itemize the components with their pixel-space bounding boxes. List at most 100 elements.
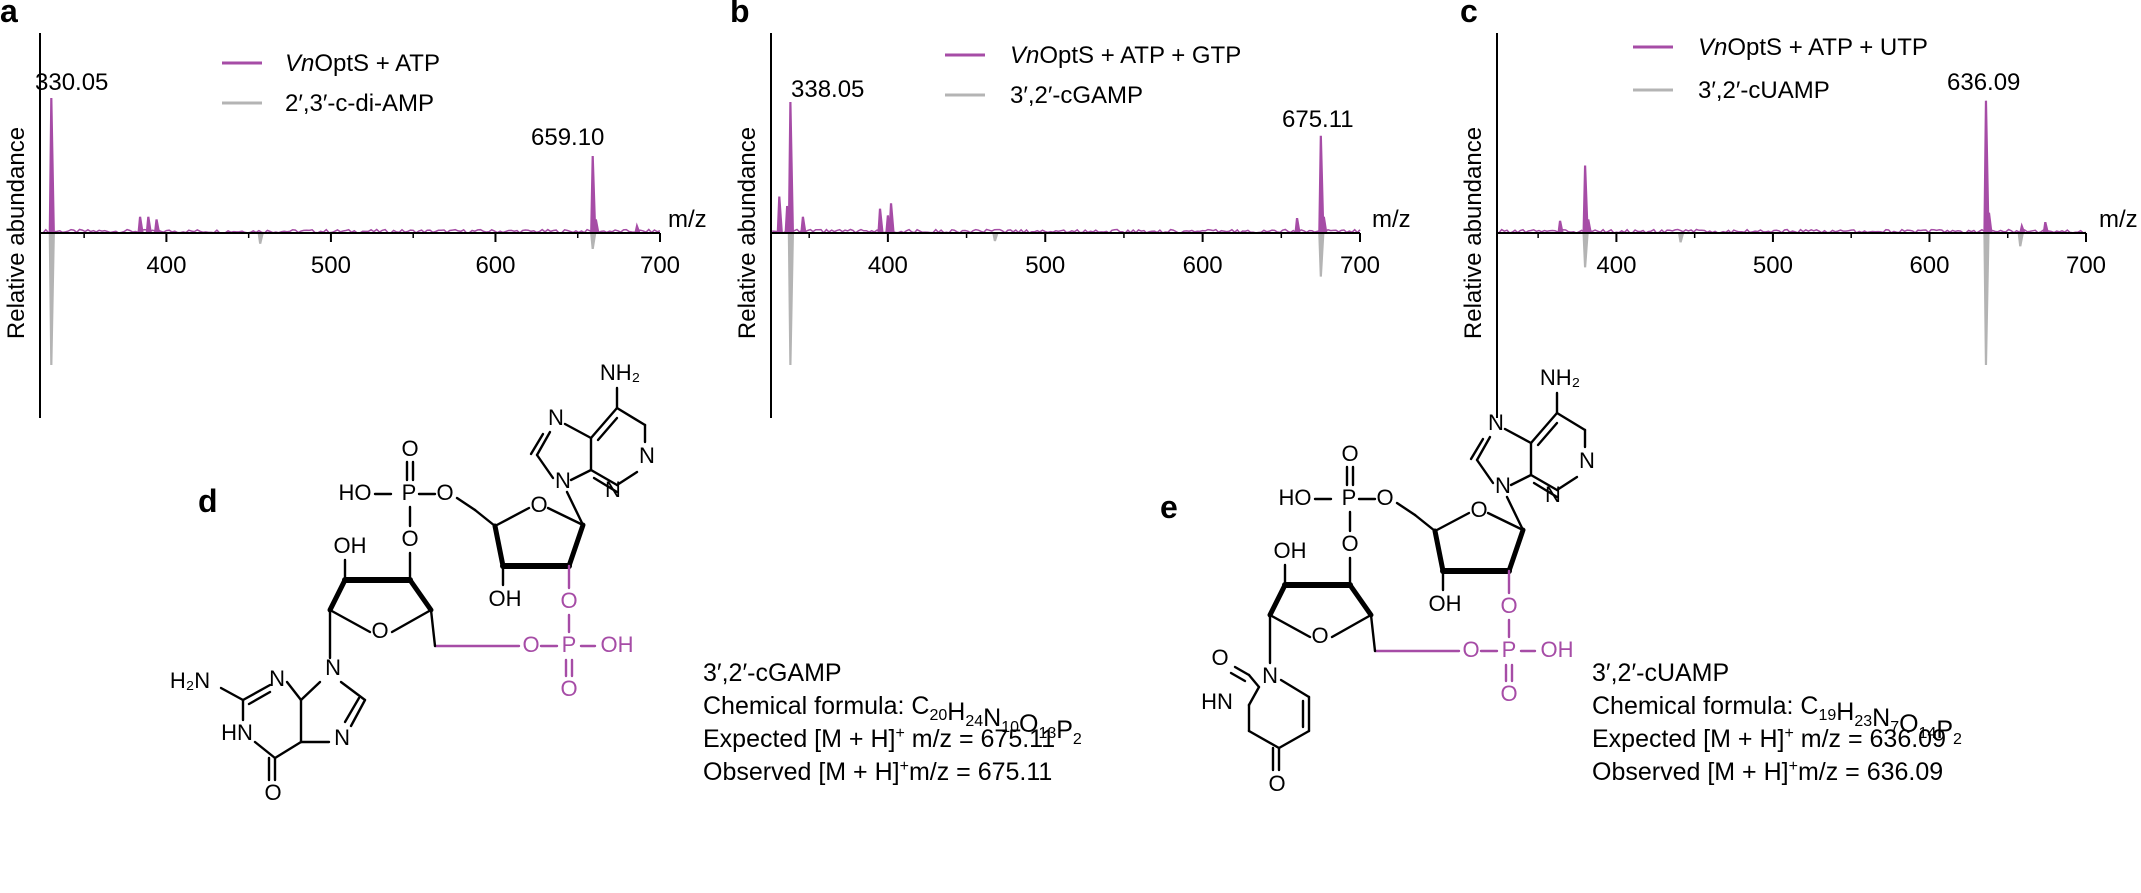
sample-peak-3 <box>800 216 807 234</box>
ura-bond-4 <box>1247 729 1281 750</box>
adenine-bond-6b <box>596 416 619 442</box>
c5-bond <box>473 508 497 528</box>
guanine-nh-label: HN <box>221 720 253 745</box>
p2-o-label: O <box>560 676 577 701</box>
sample-peak-2 <box>787 102 794 234</box>
y-axis-label: Relative abundance <box>3 127 30 339</box>
standard-peak-1 <box>992 232 999 242</box>
standard-peak-0 <box>1582 232 1589 268</box>
p2-o5-label: O <box>1462 637 1479 662</box>
legend-entry-sample: VnOptS + ATP <box>285 50 440 77</box>
adenine-n7-label: N <box>1488 410 1504 435</box>
ribose1-o-label: O <box>1470 497 1487 522</box>
imidazole-bond-1 <box>1503 427 1533 445</box>
ura-bond-6 <box>1247 685 1261 707</box>
gua-bond-1 <box>339 680 367 702</box>
legend: VnOptS + ATP + GTP 3′,2′-cGAMP <box>945 42 1241 109</box>
x-tick-label-500: 500 <box>1753 252 1793 279</box>
adenine-nh2-label: NH₂ <box>1540 365 1580 390</box>
adenine-bond-6 <box>589 406 619 440</box>
legend-entry-standard: 3′,2′-cUAMP <box>1698 77 1830 104</box>
adenine-n1-label: N <box>639 443 655 468</box>
panel-label-a: a <box>0 0 18 29</box>
sample-peak-6 <box>634 222 641 234</box>
info-cgamp-observed: Observed [M + H]+m/z = 675.11 <box>703 758 1052 786</box>
ribose1-oh-label: OH <box>1429 591 1462 616</box>
guanine-n3-label: N <box>269 666 285 691</box>
guanine-n7-label: N <box>334 725 350 750</box>
adenine-bond-3 <box>1555 475 1579 492</box>
sample-peak-4 <box>590 156 597 234</box>
panel-label-c: c <box>1460 0 1478 29</box>
spectrum-b: Relative abundance 400 500 600 700 m/z 338.05 6… <box>734 33 1411 418</box>
adenine-bond-1 <box>1555 411 1587 432</box>
ribose1-bond-1 <box>546 506 585 527</box>
gua-bond-9 <box>241 683 272 702</box>
sample-peak-3 <box>1983 100 1990 234</box>
sample-peak-8 <box>1318 135 1325 234</box>
p2-oh-label: OH <box>1541 637 1574 662</box>
standard-peak-3 <box>2017 232 2024 247</box>
gua-bond-5 <box>299 680 322 702</box>
ribose2-oh-label: OH <box>334 533 367 558</box>
o-c4b-bond <box>1330 613 1373 639</box>
standard-peak-0 <box>787 232 794 366</box>
x-axis-label: m/z <box>668 206 707 233</box>
gua-bond-9b <box>247 690 272 706</box>
sample-peak-0 <box>48 97 55 234</box>
info-cuamp-expected: Expected [M + H]+ m/z = 636.09 <box>1592 725 1946 753</box>
p1-ho-label: HO <box>339 480 372 505</box>
x-tick-label-500: 500 <box>311 252 351 279</box>
ribose1-bond-1 <box>1486 511 1525 532</box>
adenine-bond-3 <box>615 470 639 487</box>
ribose1-bond-5 <box>1506 527 1526 574</box>
c5-bond <box>1413 513 1437 533</box>
x-tick-label-700: 700 <box>2066 252 2106 279</box>
imidazole-bond-3 <box>1475 458 1495 485</box>
c2b-c1b-bond <box>1267 582 1288 618</box>
o5-bond <box>1395 501 1417 517</box>
o2-label: O <box>560 588 577 613</box>
adenine-n3-label: N <box>605 477 621 502</box>
standard-peak-2 <box>1318 232 1325 277</box>
spectrum-c: Relative abundance 400 500 600 700 m/z 636.09 V… <box>1460 33 2138 418</box>
p2-o5-label: O <box>522 632 539 657</box>
c1b-o-bond <box>1268 613 1312 639</box>
o5-bond <box>455 496 477 512</box>
gua-amino-bond <box>219 686 245 702</box>
imidazole-bond-4 <box>569 468 593 482</box>
y-axis-label: Relative abundance <box>1460 127 1487 339</box>
adenine-bond-6b <box>1536 421 1559 447</box>
x-tick-label-600: 600 <box>475 252 515 279</box>
ribose1-oh-label: OH <box>489 586 522 611</box>
o3-label: O <box>401 526 418 551</box>
adenine-n9-label: N <box>1495 473 1511 498</box>
ribose1-bond-5 <box>566 522 586 569</box>
p1-ho-label: HO <box>1279 485 1312 510</box>
ura-bond-8 <box>1247 673 1261 689</box>
sample-peak-1 <box>1582 165 1589 234</box>
adenine-bond-4b <box>1532 481 1559 499</box>
legend-entry-sample: VnOptS + ATP + UTP <box>1698 34 1928 61</box>
sample-peak-3 <box>153 219 161 234</box>
uracil-o2-label: O <box>1211 645 1228 670</box>
ura-c2o-bond-b <box>1229 671 1247 683</box>
x-axis-label: m/z <box>2099 206 2138 233</box>
p2-o-label: O <box>1500 681 1517 706</box>
ribose1-bond-2 <box>1433 511 1471 533</box>
sample-peak-5 <box>2019 222 2026 234</box>
info-cgamp: 3′,2′-cGAMP Chemical formula: C20H24N10O1… <box>703 659 1082 786</box>
gua-bond-2b <box>343 696 361 724</box>
c1b-o-bond <box>328 608 372 634</box>
ura-bond-3 <box>1277 729 1311 750</box>
ribose2-oh-label: OH <box>1274 538 1307 563</box>
x-tick-label-500: 500 <box>1025 252 1065 279</box>
guanine-o-label: O <box>264 780 281 805</box>
sample-peak-0 <box>1557 220 1564 234</box>
sample-peak-6 <box>888 203 895 234</box>
info-cgamp-formula: Chemical formula: C20H24N10O13P2 <box>703 692 1082 748</box>
p1-o-label: O <box>1341 441 1358 466</box>
legend-entry-standard: 2′,3′-c-di-AMP <box>285 90 434 117</box>
gua-bond-6 <box>273 740 303 760</box>
